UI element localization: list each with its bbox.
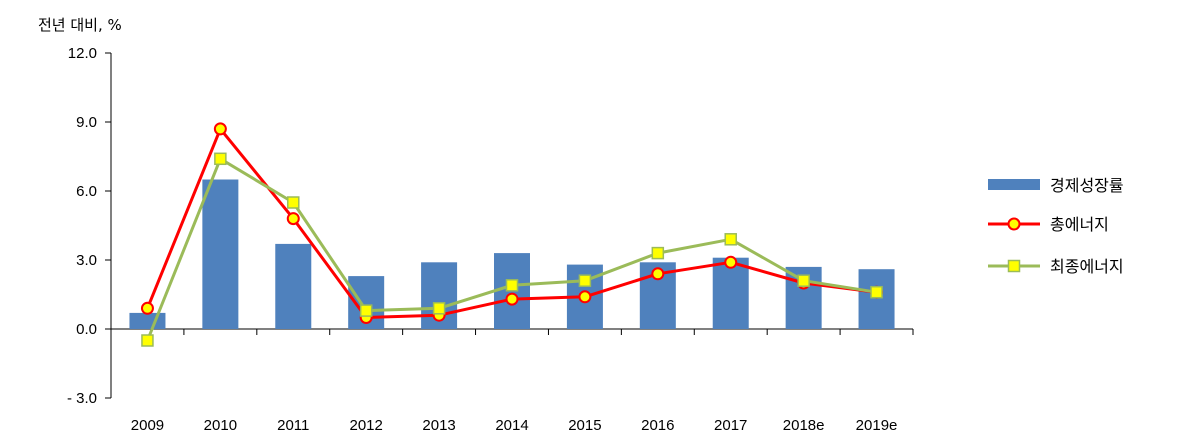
square-marker (651, 246, 665, 260)
y-tick-label: 3.0 (76, 252, 97, 269)
x-tick-label: 2016 (641, 417, 674, 434)
bar-2009 (129, 312, 166, 329)
circle-marker (213, 122, 227, 136)
y-tick-label: 12.0 (68, 45, 97, 62)
legend-item: 최종에너지 (988, 257, 1124, 276)
bar-2011 (275, 243, 312, 329)
x-tick-label: 2012 (349, 417, 382, 434)
circle-marker (505, 292, 519, 306)
x-tick-label: 2019e (856, 417, 898, 434)
bar-2010 (202, 179, 239, 329)
legend-label: 총에너지 (1050, 215, 1109, 234)
square-marker (359, 304, 373, 317)
legend-label: 경제성장률 (1050, 176, 1124, 195)
x-tick-label: 2011 (277, 417, 309, 434)
circle-marker (651, 267, 665, 281)
legend-marker (1007, 217, 1021, 231)
square-marker (578, 274, 592, 287)
bar-series-group (129, 179, 895, 329)
circle-marker (578, 290, 592, 304)
square-marker (505, 279, 519, 292)
tick-labels: - 3.0 0.0 3.0 6.0 9.0 12.0 2009 2010 2011 2012 201… (67, 45, 897, 434)
x-tick-label: 2018e (783, 417, 825, 434)
circle-marker (724, 255, 738, 269)
bar-2017 (712, 257, 749, 329)
x-tick-label: 2009 (131, 417, 164, 434)
line-series-group (140, 122, 884, 347)
legend-item: 총에너지 (988, 215, 1109, 234)
y-tick-label: 0.0 (76, 321, 97, 338)
square-marker (432, 302, 446, 315)
y-axis-label: 전년 대비, % (38, 16, 122, 34)
y-tick-label: 9.0 (76, 114, 97, 131)
x-tick-label: 2015 (568, 417, 601, 434)
series-1 (140, 122, 884, 324)
y-tick-label: 6.0 (76, 183, 97, 200)
square-marker (870, 285, 883, 299)
series-2 (141, 152, 883, 347)
square-marker (724, 233, 737, 246)
legend-label: 최종에너지 (1050, 257, 1124, 276)
x-tick-label: 2014 (495, 417, 528, 434)
circle-marker (286, 212, 300, 226)
square-marker (141, 334, 154, 347)
x-tick-label: 2013 (422, 417, 455, 434)
x-tick-label: 2017 (714, 417, 747, 434)
square-marker (287, 196, 300, 209)
bar-2019e (858, 269, 895, 329)
legend-marker (1007, 259, 1021, 273)
legend-item: 경제성장률 (988, 176, 1124, 195)
x-tick-label: 2010 (204, 417, 237, 434)
square-marker (214, 152, 227, 166)
y-tick-label: - 3.0 (67, 390, 97, 407)
circle-marker (140, 301, 154, 315)
legend-swatch (988, 179, 1040, 190)
square-marker (797, 274, 810, 287)
